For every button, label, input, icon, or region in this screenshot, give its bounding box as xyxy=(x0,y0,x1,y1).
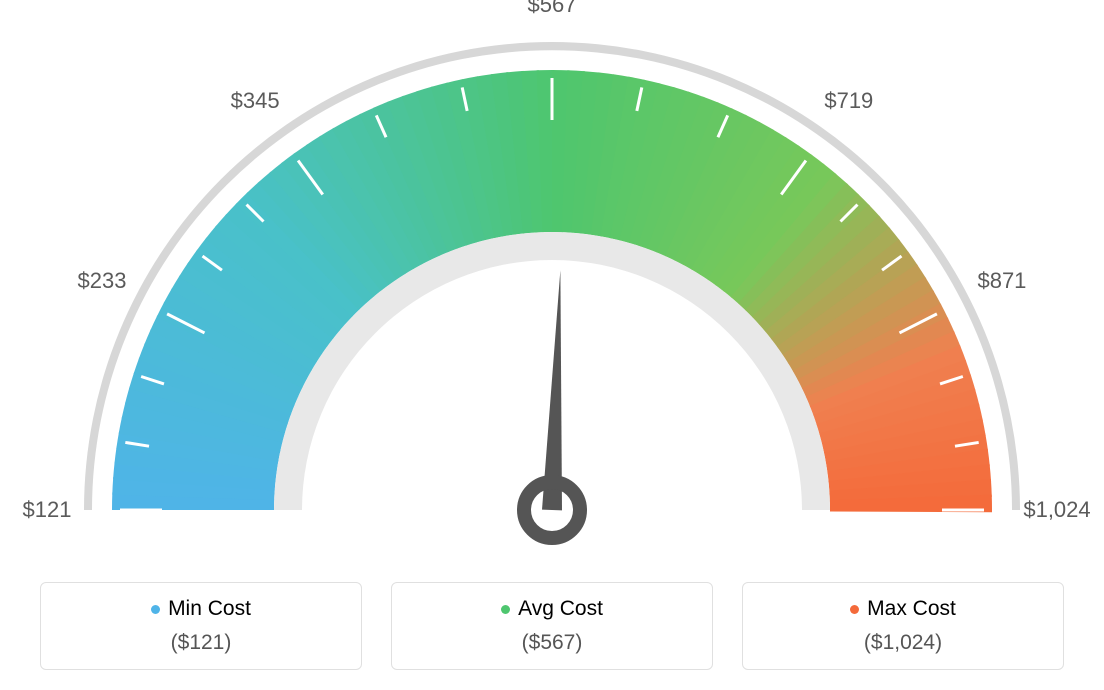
legend-row: Min Cost ($121) Avg Cost ($567) Max Cost… xyxy=(0,582,1104,670)
legend-min-title: Min Cost xyxy=(151,597,251,621)
legend-avg-label: Avg Cost xyxy=(518,597,603,621)
legend-avg-value: ($567) xyxy=(392,631,712,655)
legend-max-title: Max Cost xyxy=(850,597,956,621)
legend-max: Max Cost ($1,024) xyxy=(742,582,1064,670)
legend-max-dot xyxy=(850,605,859,614)
gauge-tick-label: $719 xyxy=(824,88,873,114)
legend-min-label: Min Cost xyxy=(168,597,251,621)
legend-avg: Avg Cost ($567) xyxy=(391,582,713,670)
gauge-tick-label: $233 xyxy=(78,268,127,294)
legend-avg-title: Avg Cost xyxy=(501,597,603,621)
legend-max-label: Max Cost xyxy=(867,597,956,621)
legend-avg-dot xyxy=(501,605,510,614)
gauge-tick-label: $345 xyxy=(231,88,280,114)
gauge-chart-container: $121 $233 $345 $567 $719 $871 $1,024 Min Cost … xyxy=(0,0,1104,690)
gauge-svg xyxy=(0,0,1104,570)
legend-min-value: ($121) xyxy=(41,631,361,655)
gauge-tick-label: $121 xyxy=(23,497,72,523)
gauge-tick-label: $567 xyxy=(528,0,577,18)
legend-max-value: ($1,024) xyxy=(743,631,1063,655)
legend-min-dot xyxy=(151,605,160,614)
gauge-area: $121 $233 $345 $567 $719 $871 $1,024 xyxy=(0,0,1104,570)
legend-min: Min Cost ($121) xyxy=(40,582,362,670)
gauge-tick-label: $871 xyxy=(977,268,1026,294)
gauge-tick-label: $1,024 xyxy=(1023,497,1090,523)
